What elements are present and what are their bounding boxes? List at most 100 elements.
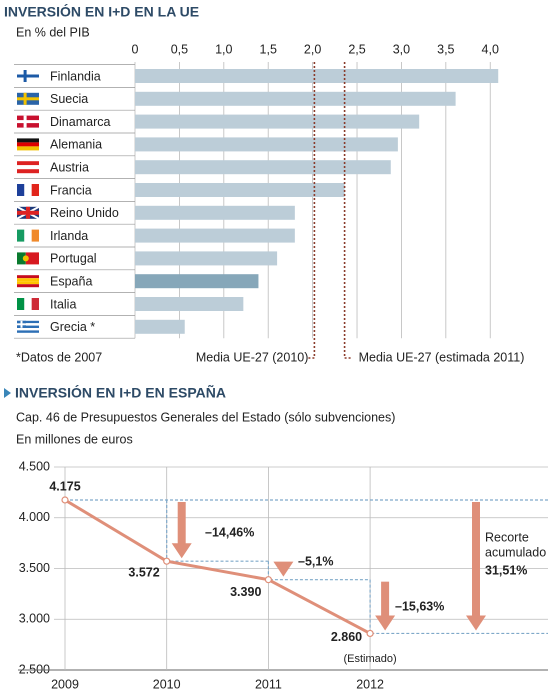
flag [17,284,39,288]
y-tick-label: 2.500 [19,662,50,676]
annotation: Recorte [485,530,529,544]
arrow [171,543,192,559]
reference-label: Media UE-27 (estimada 2011) [359,350,525,364]
flag [17,169,39,174]
flag [17,278,39,282]
category-label: Portugal [50,252,97,266]
category-label: Alemania [50,138,102,152]
flag [17,281,39,285]
point [61,496,69,504]
category-label: Dinamarca [50,115,110,129]
category-label: Reino Unido [50,206,119,220]
flag [17,330,39,333]
chart-subtitle: En % del PIB [16,25,90,39]
bar [135,205,295,220]
flag [24,229,32,242]
x-tick-label: 2009 [51,677,79,691]
y-tick-label: 4.000 [19,510,50,524]
bar [135,91,456,106]
x-tick-label: 1,5 [260,42,277,56]
bar [135,251,278,266]
chart-title: INVERSIÓN EN I+D EN LA UE [4,3,199,20]
line [64,498,371,635]
arrow [177,501,186,545]
section-marker [4,388,11,398]
flag [17,210,39,215]
flag [17,328,39,331]
flag [17,323,39,326]
flag [17,120,39,124]
annotation: (Estimado) [344,653,397,665]
value-label: 3.572 [128,565,159,579]
bar [135,160,391,175]
flag [31,229,39,242]
x-tick-label: 0 [132,42,139,56]
arrow [466,615,486,631]
category-label: Grecia * [50,320,95,334]
flag [17,252,26,265]
y-tick-label: 3.500 [19,561,50,575]
reference-label: Media UE-27 (2010) [196,350,309,364]
arrow [472,501,480,617]
flag [17,165,39,170]
x-tick-label: 2012 [356,677,384,691]
annotation: acumulado [485,545,546,559]
value-label: 4.175 [49,479,80,493]
x-tick-label: 4,0 [482,42,499,56]
chart-subtitle: Cap. 46 de Presupuestos Generales del Es… [16,410,395,424]
category-label: España [50,274,92,288]
x-tick-label: 2010 [153,677,181,691]
x-tick-label: 0,5 [171,42,188,56]
bar [135,274,259,289]
footnote: *Datos de 2007 [16,350,102,364]
flag [17,146,39,151]
bar [135,137,398,152]
flag [17,97,39,101]
flag [24,184,32,196]
chart-title: INVERSIÓN EN I+D EN ESPAÑA [15,384,226,401]
y-axis-label: En millones de euros [16,432,133,446]
bar [135,114,420,129]
x-tick-label: 3,5 [437,42,454,56]
bar [135,69,499,83]
flag [17,138,39,143]
x-tick-label: 2011 [255,677,282,691]
flag [31,184,39,196]
x-tick-label: 2,0 [304,42,321,56]
flag [17,142,39,147]
flag [17,161,39,166]
category-label: Austria [50,160,89,174]
flag [17,323,26,326]
flag [17,275,39,279]
flag [17,229,25,242]
flag [22,255,29,262]
category-label: Francia [50,183,92,197]
point [163,557,171,565]
annotation: –14,46% [205,525,254,539]
y-tick-label: 3.000 [19,612,50,626]
point [264,576,272,584]
x-tick-label: 3,0 [393,42,410,56]
bar [135,319,185,334]
flag [24,298,32,310]
category-label: Irlanda [50,229,88,243]
category-label: Suecia [50,92,88,106]
arrow [273,561,294,577]
value-label: 3.390 [230,585,261,599]
bar [135,228,295,243]
flag [17,74,39,78]
flag [25,252,39,265]
arrow [375,615,396,631]
flag [17,320,39,324]
point [366,629,374,638]
x-tick-label: 1,0 [215,42,232,56]
category-label: Italia [50,297,76,311]
value-label: 2.860 [331,630,362,644]
reference-line [306,62,316,359]
bar [135,297,244,311]
annotation: –5,1% [298,554,333,568]
flag [17,184,25,196]
flag [31,298,39,310]
reference-line [343,62,353,359]
